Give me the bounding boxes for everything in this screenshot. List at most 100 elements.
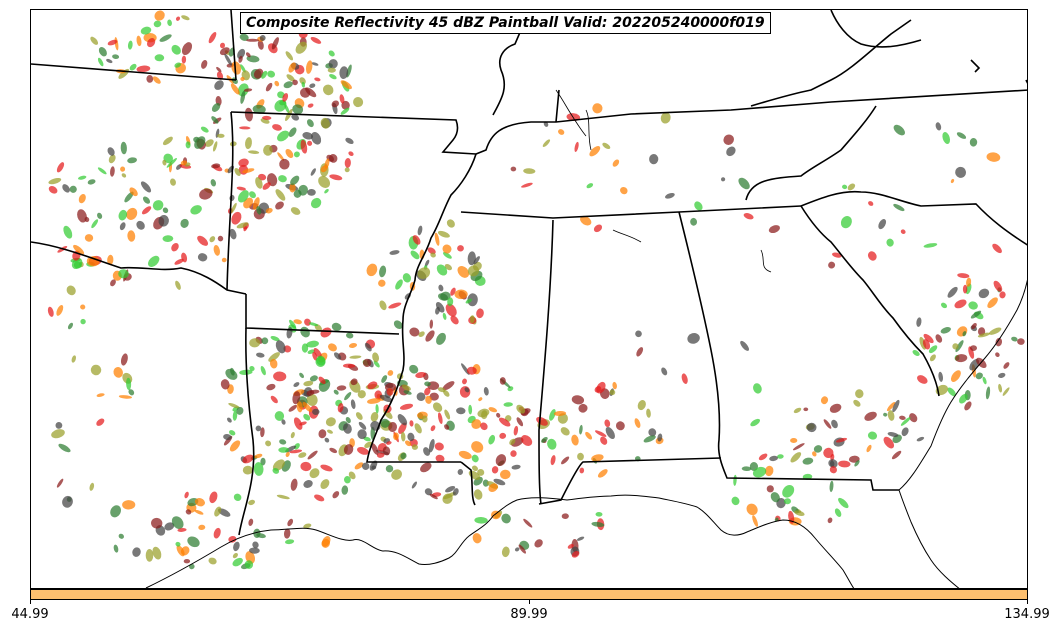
reflectivity-cell <box>411 481 418 489</box>
reflectivity-cell <box>290 207 301 215</box>
colorbar-tick-label-mid: 89.99 <box>510 607 548 622</box>
reflectivity-cell <box>378 279 386 287</box>
reflectivity-cell <box>883 436 895 449</box>
reflectivity-cell <box>883 412 888 417</box>
reflectivity-cell <box>132 547 141 557</box>
reflectivity-cell <box>232 552 238 559</box>
reflectivity-cell <box>110 166 115 177</box>
reflectivity-cell <box>313 348 322 358</box>
reflectivity-cell <box>752 466 767 478</box>
reflectivity-cell <box>397 414 408 426</box>
reflectivity-cell <box>516 417 524 427</box>
reflectivity-cell <box>276 494 290 500</box>
reflectivity-cell <box>51 429 65 439</box>
reflectivity-cell <box>148 255 160 267</box>
reflectivity-cell <box>600 436 608 445</box>
reflectivity-cell <box>127 230 136 242</box>
reflectivity-cell <box>424 259 430 267</box>
reflectivity-cell <box>491 510 501 520</box>
reflectivity-cell <box>236 186 246 191</box>
reflectivity-cell <box>829 403 842 413</box>
reflectivity-cell <box>110 505 121 518</box>
reflectivity-cell <box>279 158 290 170</box>
reflectivity-cell <box>194 509 204 515</box>
reflectivity-cell <box>456 407 466 415</box>
reflectivity-cell <box>244 107 253 122</box>
reflectivity-cell <box>829 460 835 467</box>
reflectivity-cell <box>55 421 63 429</box>
colorbar-tick-label-max: 134.99 <box>1004 607 1050 622</box>
reflectivity-cell <box>521 182 533 188</box>
reflectivity-cell <box>217 235 224 242</box>
reflectivity-cell <box>838 460 851 468</box>
reflectivity-cell <box>823 419 832 429</box>
reflectivity-cell <box>127 40 133 50</box>
reflectivity-cell <box>955 354 968 363</box>
reflectivity-cell <box>746 503 758 516</box>
reflectivity-cell <box>827 517 833 524</box>
reflectivity-cell <box>966 277 972 287</box>
reflectivity-cell <box>245 137 252 150</box>
reflectivity-cell <box>344 167 350 173</box>
reflectivity-cell <box>956 326 968 337</box>
reflectivity-cell <box>373 360 380 368</box>
reflectivity-cell <box>303 523 312 529</box>
reflectivity-cell <box>231 211 242 225</box>
reflectivity-cell <box>970 345 977 351</box>
reflectivity-cell <box>248 150 260 154</box>
reflectivity-cell <box>307 450 318 460</box>
rivers <box>555 89 772 273</box>
reflectivity-cell <box>367 398 381 404</box>
reflectivity-cell <box>211 116 219 124</box>
reflectivity-cell <box>829 466 837 474</box>
reflectivity-cell <box>353 97 364 108</box>
reflectivity-cell <box>205 139 214 147</box>
reflectivity-cell <box>358 421 367 430</box>
reflectivity-cell <box>928 345 938 354</box>
reflectivity-cell <box>950 370 961 382</box>
reflectivity-cell <box>127 157 137 164</box>
reflectivity-cell <box>579 424 583 435</box>
reflectivity-cell <box>417 225 423 236</box>
reflectivity-cell <box>256 533 266 539</box>
reflectivity-cell <box>255 425 262 432</box>
reflectivity-cell <box>120 166 126 172</box>
reflectivity-cell <box>493 478 506 486</box>
reflectivity-cell <box>285 108 293 122</box>
reflectivity-cell <box>401 384 411 391</box>
reflectivity-cell <box>140 26 152 35</box>
reflectivity-cell <box>348 151 354 157</box>
reflectivity-cell <box>661 367 668 376</box>
reflectivity-cell <box>950 178 955 184</box>
reflectivity-cell <box>443 252 452 259</box>
reflectivity-cell <box>152 200 164 211</box>
reflectivity-cell <box>78 175 87 180</box>
reflectivity-cell <box>823 447 834 459</box>
reflectivity-cell <box>248 518 254 526</box>
reflectivity-cell <box>379 394 393 403</box>
reflectivity-cell <box>224 53 233 66</box>
reflectivity-cell <box>348 343 358 348</box>
reflectivity-cell <box>288 404 298 412</box>
reflectivity-cell <box>230 83 240 95</box>
reflectivity-cell <box>386 441 392 445</box>
reflectivity-cell <box>457 469 464 475</box>
reflectivity-cell <box>327 429 333 434</box>
reflectivity-cell <box>272 459 285 471</box>
reflectivity-cell <box>560 456 570 465</box>
reflectivity-cell <box>595 430 607 437</box>
reflectivity-cell <box>190 205 202 215</box>
reflectivity-cell <box>593 224 603 233</box>
reflectivity-cell <box>488 434 496 445</box>
reflectivity-cell <box>380 418 390 428</box>
reflectivity-cell <box>998 383 1003 393</box>
reflectivity-cell <box>574 141 579 152</box>
reflectivity-cell <box>379 265 387 278</box>
reflectivity-cell <box>310 36 322 44</box>
reflectivity-cell <box>253 68 264 79</box>
reflectivity-cell <box>935 334 943 343</box>
reflectivity-cell <box>989 327 1002 335</box>
reflectivity-cell <box>831 419 838 429</box>
reflectivity-cell <box>126 377 132 391</box>
reflectivity-cell <box>510 450 517 457</box>
